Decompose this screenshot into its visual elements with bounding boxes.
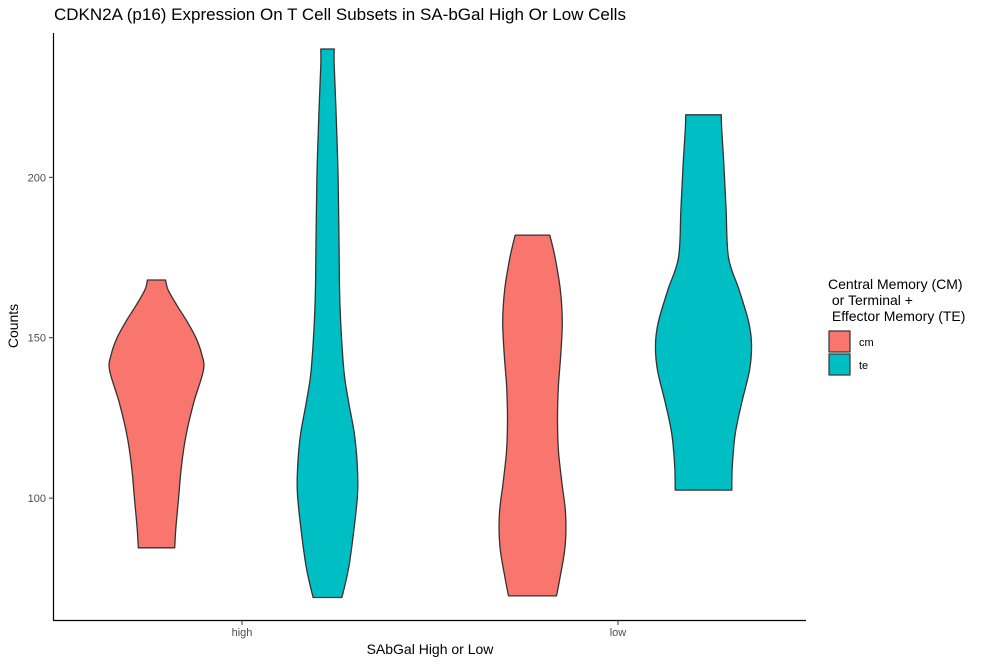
legend-title-line-1: Central Memory (CM) [828, 276, 963, 292]
violin-te-high [296, 48, 359, 599]
y-tick-label-200: 200 [28, 172, 46, 184]
legend-key-te [828, 353, 851, 376]
legend-label-cm: cm [859, 337, 874, 349]
legend-key-cm [828, 330, 851, 353]
chart-title: CDKN2A (p16) Expression On T Cell Subset… [54, 5, 626, 24]
x-tick-label-low: low [610, 627, 627, 639]
y-tick-label-150: 150 [28, 333, 46, 345]
violin-te-low [654, 114, 753, 491]
violin-cm-low [498, 234, 567, 597]
legend-title-line-3: Effector Memory (TE) [828, 308, 965, 324]
legend-title-line-2: or Terminal + [828, 292, 913, 308]
violin-cm-high [108, 279, 205, 549]
y-ticks: 100 150 200 [28, 172, 54, 505]
x-tick-label-high: high [232, 627, 253, 639]
legend-label-te: te [859, 360, 868, 372]
y-axis-title: Counts [5, 304, 21, 348]
y-tick-label-100: 100 [28, 493, 46, 505]
x-ticks: high low [232, 620, 627, 639]
violin-layer [108, 48, 753, 599]
x-axis-title: SAbGal High or Low [367, 641, 495, 657]
legend: Central Memory (CM) or Terminal + Effect… [828, 276, 965, 376]
axes [52, 33, 806, 622]
